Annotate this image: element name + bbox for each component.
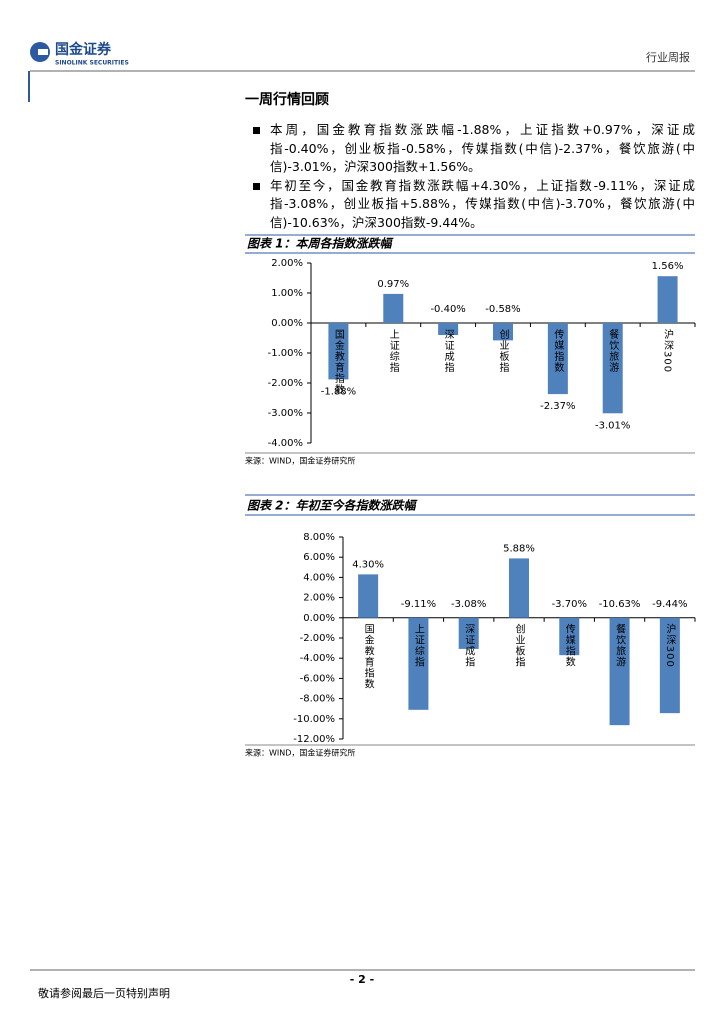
value-label: -3.08% — [451, 599, 486, 610]
logo-mark-inner — [38, 49, 48, 55]
value-label: 1.56% — [652, 261, 684, 272]
figure-source: 来源：WIND，国金证券研究所 — [245, 456, 355, 466]
bullet: 本周，国金教育指数涨跌幅-1.88%，上证指数+0.97%，深证成指-0.40%… — [253, 121, 695, 177]
bar — [609, 617, 630, 726]
category-label: 沪深300 — [662, 328, 674, 373]
value-label: -3.01% — [595, 420, 630, 431]
bar — [547, 323, 568, 395]
bar — [438, 323, 459, 335]
value-label: -1.88% — [321, 386, 356, 397]
company-name: 国金证券 — [55, 41, 112, 58]
y-tick-label: 0.00% — [303, 613, 335, 624]
value-label: -2.37% — [540, 401, 575, 412]
category-label: 创业板指 — [513, 623, 525, 668]
category-label: 国金教育指数 — [332, 329, 344, 395]
category-label: 深证成指 — [463, 624, 475, 668]
y-tick-label: 6.00% — [303, 552, 335, 563]
bullet-list: 本周，国金教育指数涨跌幅-1.88%，上证指数+0.97%，深证成指-0.40%… — [253, 121, 695, 232]
section-title: 一周行情回顾 — [245, 91, 329, 108]
figure-title: 图表 1：本周各指数涨跌幅 — [247, 237, 395, 251]
category-label: 上证综指 — [387, 329, 399, 373]
bar — [559, 617, 580, 656]
figure-title: 图表 2：年初至今各指数涨跌幅 — [247, 499, 419, 513]
page-number: - 2 - — [350, 973, 374, 986]
y-tick-label: -8.00% — [300, 694, 335, 705]
bar — [458, 617, 479, 649]
category-label: 国金教育指数 — [362, 624, 374, 690]
value-label: 5.88% — [503, 543, 535, 554]
y-tick-label: 2.00% — [271, 258, 303, 269]
bar — [408, 617, 429, 710]
y-tick-label: 8.00% — [303, 532, 335, 543]
bullet: 年初至今，国金教育指数涨跌幅+4.30%，上证指数-9.11%，深证成指-3.0… — [253, 177, 695, 233]
value-label: -3.70% — [552, 599, 587, 610]
y-tick-label: 1.00% — [271, 288, 303, 299]
y-tick-label: -2.00% — [300, 633, 335, 644]
y-tick-label: 2.00% — [303, 593, 335, 604]
y-tick-label: -10.00% — [293, 714, 335, 725]
value-label: -10.63% — [599, 599, 641, 610]
bar — [493, 323, 513, 341]
category-label: 上证综指 — [412, 624, 424, 668]
report-type: 行业周报 — [646, 50, 690, 64]
y-tick-label: -12.00% — [293, 734, 335, 745]
category-label: 深证成指 — [442, 329, 454, 373]
y-tick-label: -4.00% — [268, 438, 303, 449]
value-label: -0.40% — [430, 304, 465, 315]
value-label: 0.97% — [377, 279, 409, 290]
category-label: 沪深300 — [664, 623, 676, 668]
bar — [602, 323, 623, 414]
figure-source: 来源：WIND，国金证券研究所 — [245, 748, 355, 758]
value-label: -9.44% — [652, 599, 687, 610]
y-tick-label: 4.00% — [303, 572, 335, 583]
bar — [328, 323, 349, 380]
company-name-en: SINOLINK SECURITIES — [55, 60, 129, 67]
disclaimer: 敬请参阅最后一页特别声明 — [38, 986, 170, 1000]
value-label: 4.30% — [352, 559, 384, 570]
category-label: 创业板指 — [497, 328, 509, 373]
bar — [509, 558, 529, 618]
bar — [383, 293, 404, 323]
bar — [358, 574, 379, 618]
value-label: -9.11% — [401, 599, 436, 610]
category-label: 餐饮旅游 — [607, 328, 619, 373]
value-label: -0.58% — [485, 304, 520, 315]
y-tick-label: -2.00% — [268, 378, 303, 389]
bar — [657, 276, 678, 323]
bar — [659, 617, 680, 714]
y-tick-label: -6.00% — [300, 673, 335, 684]
category-label: 餐饮旅游 — [614, 623, 626, 668]
category-label: 传媒指数 — [563, 624, 575, 668]
y-tick-label: -4.00% — [300, 653, 335, 664]
y-tick-label: -1.00% — [268, 348, 303, 359]
y-tick-label: -3.00% — [268, 408, 303, 419]
category-label: 传媒指数 — [552, 329, 564, 373]
y-tick-label: 0.00% — [271, 318, 303, 329]
